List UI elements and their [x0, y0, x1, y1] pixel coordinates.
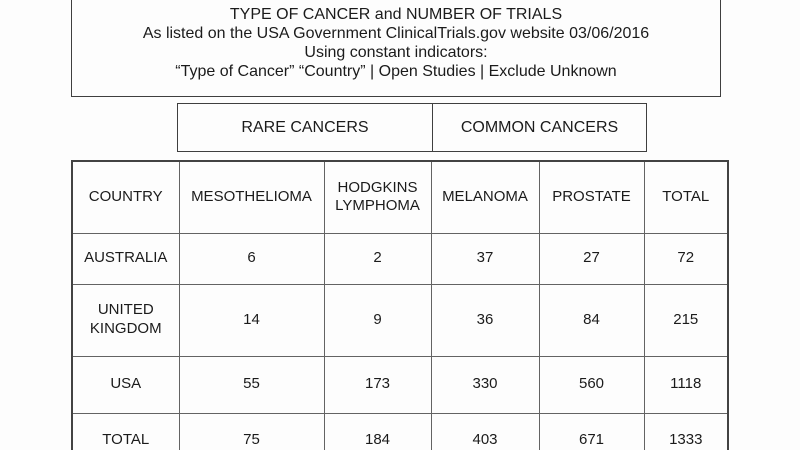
column-header-total: TOTAL [643, 160, 729, 234]
row-label-country: UNITED KINGDOM [71, 283, 180, 357]
cell-value: 184 [323, 412, 432, 450]
table-row-australia: AUSTRALIA 6 2 37 27 72 [71, 232, 729, 285]
cell-value: 75 [178, 412, 325, 450]
title-box: TYPE OF CANCER and NUMBER OF TRIALS As l… [71, 0, 721, 97]
table-row-total: TOTAL 75 184 403 671 1333 [71, 412, 729, 450]
row-label-country: AUSTRALIA [71, 232, 180, 285]
cell-value: 36 [430, 283, 540, 357]
cell-value: 84 [538, 283, 645, 357]
column-header-prostate: PROSTATE [538, 160, 645, 234]
cell-value: 72 [643, 232, 729, 285]
table-header-row: COUNTRY MESOTHELIOMA HODGKINS LYMPHOMA M… [71, 160, 729, 234]
trials-table: COUNTRY MESOTHELIOMA HODGKINS LYMPHOMA M… [71, 160, 729, 450]
column-header-mesothelioma: MESOTHELIOMA [178, 160, 325, 234]
page-title: TYPE OF CANCER and NUMBER OF TRIALS [229, 6, 563, 23]
column-header-country: COUNTRY [71, 160, 180, 234]
cell-value: 173 [323, 355, 432, 414]
cell-value: 671 [538, 412, 645, 450]
cell-value: 403 [430, 412, 540, 450]
cell-value: 6 [178, 232, 325, 285]
table-row-usa: USA 55 173 330 560 1118 [71, 355, 729, 414]
column-header-melanoma: MELANOMA [430, 160, 540, 234]
indicators-detail: “Type of Cancer” “Country” | Open Studie… [175, 63, 617, 80]
cell-value: 9 [323, 283, 432, 357]
rare-cancers-header: RARE CANCERS [177, 103, 433, 152]
cell-value: 2 [323, 232, 432, 285]
indicators-label: Using constant indicators: [304, 44, 488, 61]
cell-value: 1118 [643, 355, 729, 414]
cell-value: 37 [430, 232, 540, 285]
row-label-country: TOTAL [71, 412, 180, 450]
column-header-hodgkins: HODGKINS LYMPHOMA [323, 160, 432, 234]
common-cancers-header: COMMON CANCERS [432, 103, 647, 152]
cell-value: 14 [178, 283, 325, 357]
cell-value: 27 [538, 232, 645, 285]
cell-value: 215 [643, 283, 729, 357]
cell-value: 560 [538, 355, 645, 414]
cell-value: 55 [178, 355, 325, 414]
row-label-country: USA [71, 355, 180, 414]
category-header-row: RARE CANCERS COMMON CANCERS [177, 103, 647, 152]
cell-value: 1333 [643, 412, 729, 450]
cell-value: 330 [430, 355, 540, 414]
table-row-united-kingdom: UNITED KINGDOM 14 9 36 84 215 [71, 283, 729, 357]
page-subtitle: As listed on the USA Government Clinical… [142, 25, 650, 42]
